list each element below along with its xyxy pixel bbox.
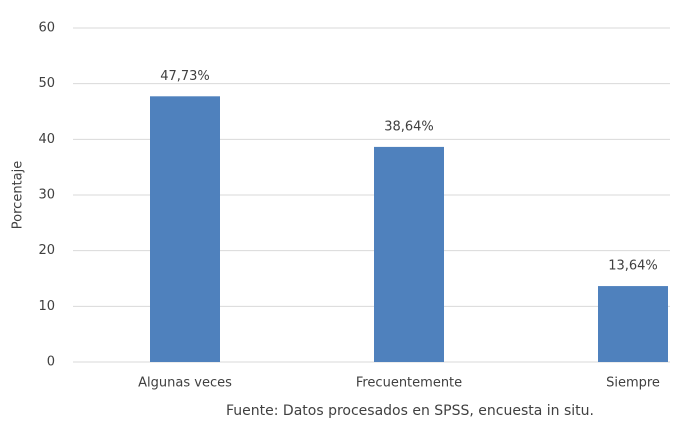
y-tick-label: 20 xyxy=(38,243,55,258)
y-axis-title: Porcentaje xyxy=(11,161,26,229)
y-tick-label: 30 xyxy=(38,188,55,203)
data-label: 13,64% xyxy=(608,259,658,274)
y-tick-label: 40 xyxy=(38,132,55,147)
bar xyxy=(598,286,668,362)
bar xyxy=(150,96,220,362)
data-label: 47,73% xyxy=(160,69,210,84)
data-label: 38,64% xyxy=(384,119,434,134)
y-tick-label: 50 xyxy=(38,76,55,91)
y-tick-label: 10 xyxy=(38,299,55,314)
y-tick-label: 0 xyxy=(47,355,55,370)
x-tick-label: Algunas veces xyxy=(138,376,232,391)
source-note: Fuente: Datos procesados en SPSS, encues… xyxy=(226,403,594,419)
x-tick-label: Frecuentemente xyxy=(356,376,462,391)
bar xyxy=(374,146,444,362)
y-tick-label: 60 xyxy=(38,21,55,36)
x-tick-label: Siempre xyxy=(606,376,660,391)
